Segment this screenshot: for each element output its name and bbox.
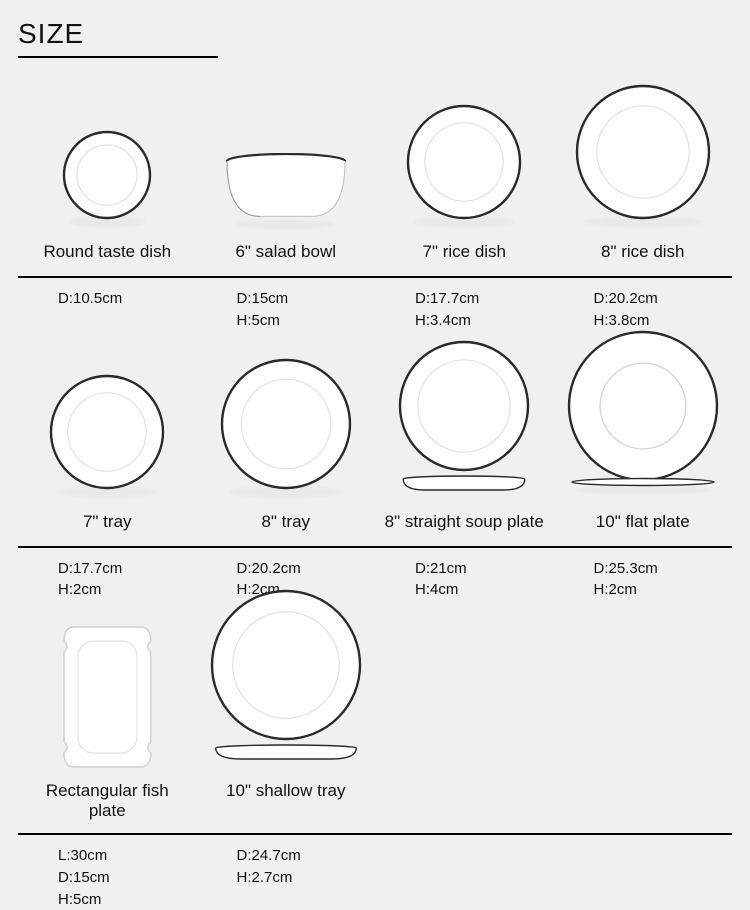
dimension-line: H:4cm [415,579,554,601]
dimensions-cell: D:24.7cmH:2.7cm [197,845,376,910]
product-cell: 8" tray [197,346,376,542]
product-cell: 7" tray [18,346,197,542]
product-name: 7" tray [26,512,189,534]
dimension-line: L:30cm [58,845,197,867]
size-grid: Round taste dish 6" salad bowl 7" rice d… [18,76,732,910]
dimension-line: D:17.7cm [58,558,197,580]
product-name: 8" rice dish [562,242,725,264]
product-cell: 6" salad bowl [197,76,376,272]
dimension-line: D:15cm [237,288,376,310]
dimensions-cell [554,845,733,910]
divider [18,833,732,835]
dimension-line: D:25.3cm [594,558,733,580]
dimension-line: D:17.7cm [415,288,554,310]
page-title: SIZE [18,18,218,58]
product-row: Rectangular fish plate 10" shallow tray [18,615,732,829]
product-image [205,350,368,510]
product-name: 6" salad bowl [205,242,368,264]
product-cell: 10" shallow tray [197,615,376,829]
product-image [205,619,368,779]
product-image [383,350,546,510]
product-cell: 10" flat plate [554,346,733,542]
dimensions-row: L:30cmD:15cmH:5cmD:24.7cmH:2.7cm [18,845,732,910]
dimension-line: D:20.2cm [594,288,733,310]
dimensions-cell [375,845,554,910]
divider [18,546,732,548]
product-name: 10" shallow tray [205,781,368,803]
dimensions-cell: D:10.5cm [18,288,197,332]
product-image [383,80,546,240]
dimensions-row: D:10.5cmD:15cmH:5cmD:17.7cmH:3.4cmD:20.2… [18,288,732,332]
product-cell: 7" rice dish [375,76,554,272]
dimension-line: D:21cm [415,558,554,580]
product-name: Rectangular fish plate [26,781,189,821]
product-image [26,350,189,510]
dimensions-cell: D:25.3cmH:2cm [554,558,733,602]
product-image [26,80,189,240]
product-image [26,619,189,779]
dimensions-cell: D:17.7cmH:2cm [18,558,197,602]
product-name: 10" flat plate [562,512,725,534]
dimension-line: H:3.4cm [415,310,554,332]
product-name: 8" straight soup plate [383,512,546,534]
dimensions-cell: D:17.7cmH:3.4cm [375,288,554,332]
dimension-line: H:2cm [594,579,733,601]
dimension-line: D:24.7cm [237,845,376,867]
product-cell: Rectangular fish plate [18,615,197,829]
product-cell [554,615,733,829]
divider [18,276,732,278]
dimensions-row: D:17.7cmH:2cmD:20.2cmH:2cmD:21cmH:4cmD:2… [18,558,732,602]
dimensions-cell: D:21cmH:4cm [375,558,554,602]
dimension-line: D:15cm [58,867,197,889]
dimension-line: H:2.7cm [237,867,376,889]
product-row: 7" tray 8" tray 8" straight soup plate 1… [18,346,732,542]
product-image [562,80,725,240]
product-name: Round taste dish [26,242,189,264]
product-image [205,80,368,240]
dimension-line: D:20.2cm [237,558,376,580]
dimension-line: H:2cm [58,579,197,601]
product-row: Round taste dish 6" salad bowl 7" rice d… [18,76,732,272]
dimensions-cell: D:20.2cmH:3.8cm [554,288,733,332]
product-image [562,350,725,510]
dimensions-cell: D:15cmH:5cm [197,288,376,332]
product-cell: 8" rice dish [554,76,733,272]
dimension-line: H:5cm [58,889,197,910]
product-cell: 8" straight soup plate [375,346,554,542]
dimension-line: H:5cm [237,310,376,332]
product-cell [375,615,554,829]
dimension-line: D:10.5cm [58,288,197,310]
product-name: 8" tray [205,512,368,534]
product-name: 7" rice dish [383,242,546,264]
product-cell: Round taste dish [18,76,197,272]
dimensions-cell: L:30cmD:15cmH:5cm [18,845,197,910]
